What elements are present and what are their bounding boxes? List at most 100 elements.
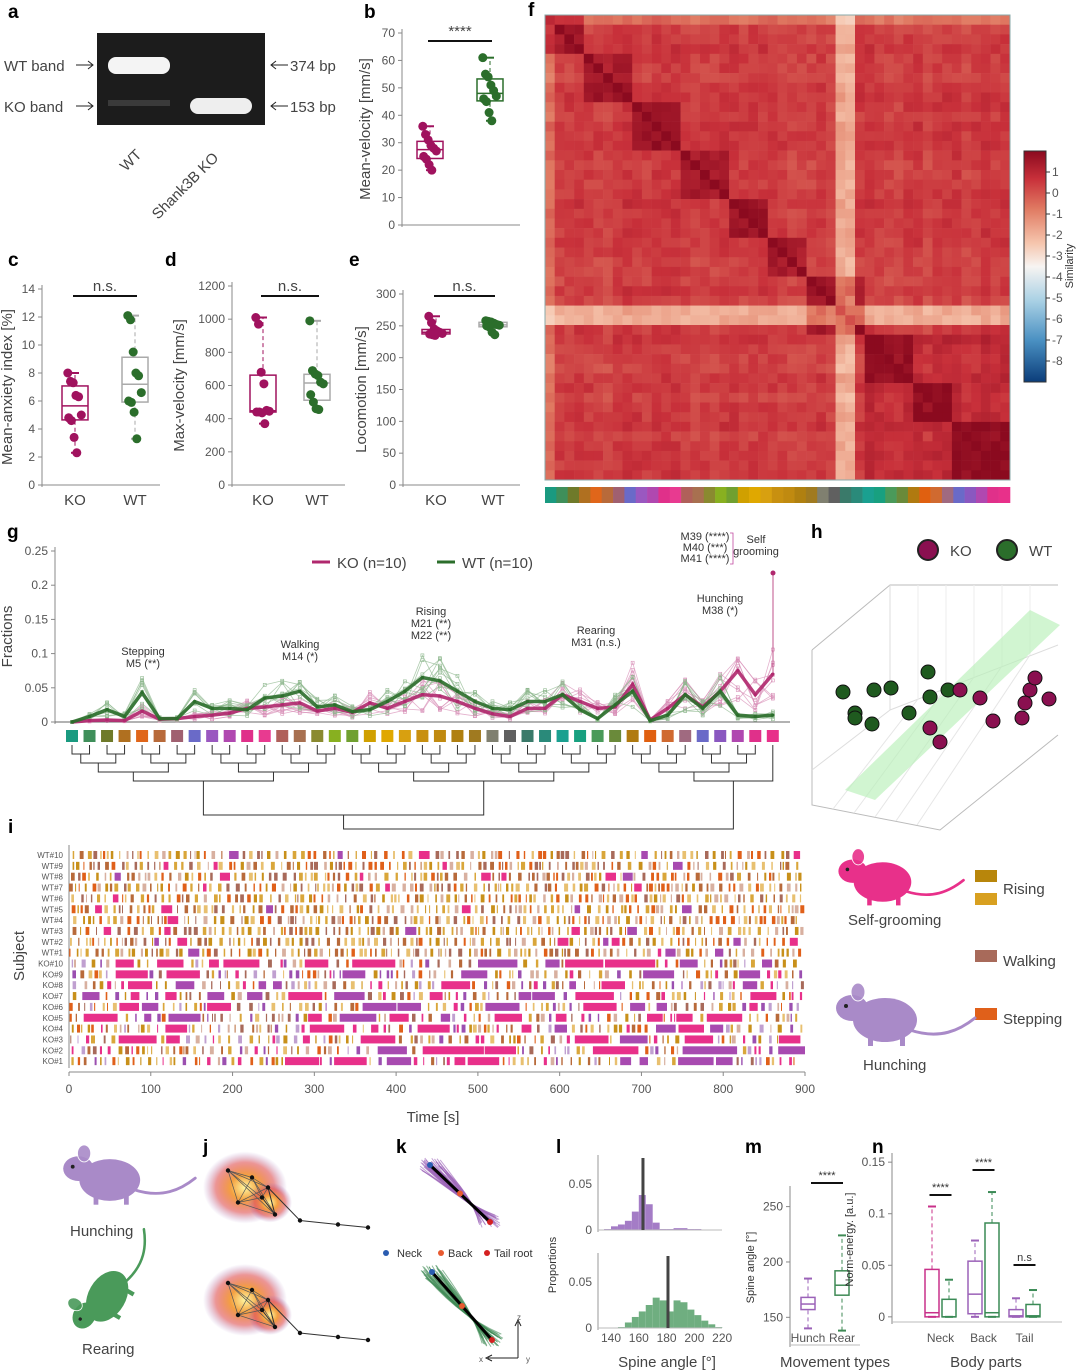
dendrogram-branch xyxy=(132,772,274,782)
heatmap-cell xyxy=(545,170,555,180)
annotation-module: M40 (***) xyxy=(683,542,728,554)
heatmap-cell xyxy=(767,412,778,423)
colorbar-tick-label: -4 xyxy=(1052,270,1063,284)
ethogram-bout xyxy=(414,981,419,990)
heatmap-cell xyxy=(574,276,585,287)
heatmap-cell xyxy=(942,450,953,461)
heatmap-cell xyxy=(796,334,807,345)
heatmap-cell xyxy=(670,82,681,93)
heatmap-cell xyxy=(980,305,991,316)
heatmap-cell xyxy=(922,392,933,403)
heatmap-cell xyxy=(796,363,807,374)
individual-point xyxy=(332,698,337,702)
ethogram-bout xyxy=(751,948,755,957)
ethogram-bout xyxy=(97,937,100,946)
heatmap-cell xyxy=(554,160,565,171)
ethogram-bout xyxy=(744,937,747,946)
heatmap-cell xyxy=(864,189,875,200)
heatmap-cell xyxy=(855,160,865,171)
mean-point xyxy=(578,699,582,704)
ethogram-bout xyxy=(368,861,373,870)
ethogram-bout xyxy=(691,926,694,935)
heatmap-cell xyxy=(593,441,604,452)
heatmap-cell xyxy=(864,334,875,345)
ethogram-bout xyxy=(307,948,312,957)
heatmap-cell xyxy=(942,92,953,103)
individual-point xyxy=(630,668,635,672)
heatmap-cell xyxy=(670,73,681,84)
ethogram-bout xyxy=(773,894,775,903)
ethogram-bout xyxy=(687,861,691,870)
module-square xyxy=(153,730,166,742)
heatmap-cell xyxy=(884,218,895,229)
ethogram-bout xyxy=(115,970,148,979)
heatmap-cell xyxy=(680,373,691,384)
heatmap-cell xyxy=(641,82,652,93)
ethogram-bout xyxy=(440,851,444,859)
ethogram-bout xyxy=(792,970,794,979)
heatmap-cell xyxy=(748,92,759,103)
heatmap-cell xyxy=(641,44,652,55)
heatmap-cell xyxy=(641,344,652,355)
heatmap-cell xyxy=(700,15,710,25)
heatmap-cell xyxy=(690,228,701,239)
heatmap-cell xyxy=(700,53,710,64)
mean-point xyxy=(105,708,109,712)
heatmap-cell xyxy=(651,402,662,413)
heatmap-cell xyxy=(864,450,875,461)
heatmap-cell xyxy=(1000,295,1011,306)
self-grooming-label: Self-grooming xyxy=(848,912,941,929)
heatmap-cell xyxy=(738,470,749,481)
heatmap-cell xyxy=(884,82,895,93)
ethogram-bout xyxy=(401,981,403,990)
ethogram-bout xyxy=(743,905,746,914)
ethogram-bout xyxy=(384,872,389,881)
heatmap-cell xyxy=(845,15,856,25)
x-tick-label: 300 xyxy=(304,1082,324,1096)
heatmap-cell xyxy=(719,412,730,423)
heatmap-cell xyxy=(700,189,710,200)
heatmap-cell xyxy=(816,24,827,35)
heatmap-cell xyxy=(825,373,836,384)
heatmap-cell xyxy=(845,189,856,200)
heatmap-cell xyxy=(835,363,846,374)
heatmap-cell xyxy=(855,140,865,151)
ethogram-bout xyxy=(780,861,782,870)
heatmap-cell xyxy=(884,63,895,74)
ethogram-bout xyxy=(241,916,243,925)
ethogram-bout xyxy=(472,916,474,925)
heatmap-cell xyxy=(574,431,585,442)
heatmap-cell xyxy=(680,73,691,84)
heatmap-cell xyxy=(748,170,759,180)
heatmap-cell xyxy=(612,102,623,113)
heatmap-cell xyxy=(796,383,807,394)
ethogram-bout xyxy=(274,905,277,914)
heatmap-cell xyxy=(855,286,865,297)
ethogram-bout xyxy=(454,905,459,914)
heatmap-cell xyxy=(767,470,778,481)
ethogram-bout xyxy=(542,861,544,870)
ethogram-bout xyxy=(281,883,285,892)
heatmap-cell xyxy=(961,412,972,423)
heatmap-cell xyxy=(825,150,836,161)
ethogram-bout xyxy=(490,861,494,870)
heatmap-cell xyxy=(622,334,633,345)
mean-point xyxy=(140,690,144,695)
heatmap-cell xyxy=(593,344,604,355)
ethogram-bout xyxy=(270,894,272,903)
heatmap-cell xyxy=(825,247,836,258)
ethogram-bout xyxy=(683,872,686,881)
heatmap-cell xyxy=(554,92,565,103)
heatmap-cell xyxy=(709,15,720,25)
heatmap-cell xyxy=(796,412,807,423)
colorbar-tick-label: 1 xyxy=(1052,165,1059,179)
heatmap-cell xyxy=(641,295,652,306)
ethogram-bout xyxy=(346,959,349,968)
heatmap-cell xyxy=(951,140,962,151)
heatmap-cell xyxy=(700,460,710,471)
ethogram-bout xyxy=(299,926,303,935)
heatmap-cell xyxy=(990,24,1001,35)
heatmap-cell xyxy=(796,470,807,481)
ethogram-bout xyxy=(179,992,182,1001)
heatmap-cell xyxy=(903,15,914,25)
